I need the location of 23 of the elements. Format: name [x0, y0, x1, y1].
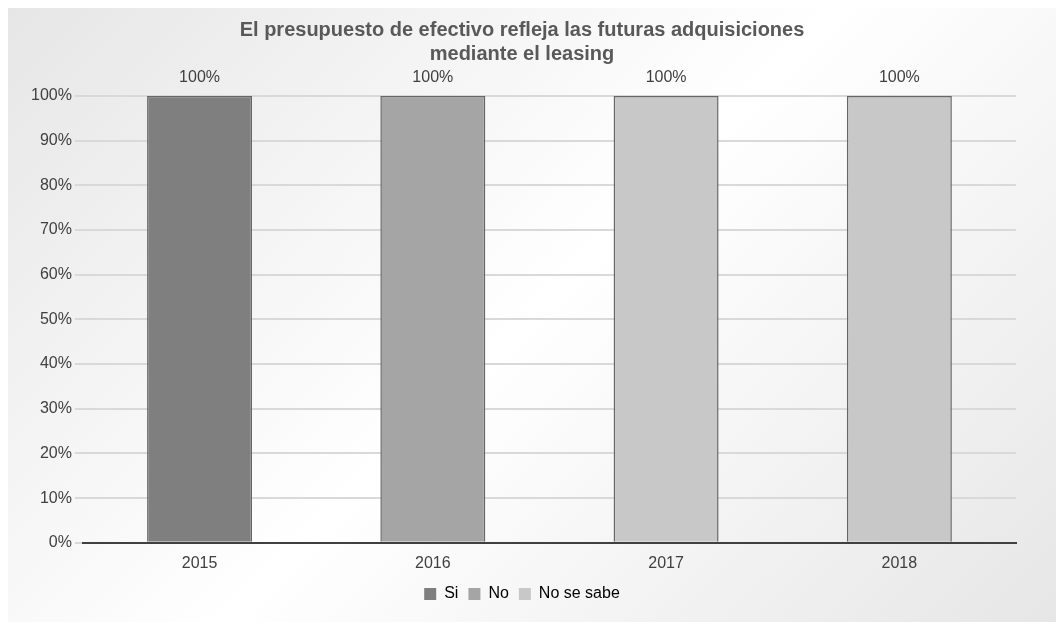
- y-tick-label: 100%: [31, 86, 72, 104]
- legend-label: No: [488, 584, 509, 602]
- y-tick-label: 80%: [39, 175, 72, 193]
- legend-label: No se sabe: [538, 584, 620, 602]
- y-tick-label: 40%: [39, 354, 72, 372]
- legend-label: Si: [444, 584, 459, 602]
- chart-title: El presupuesto de efectivo refleja las futuras adquisiciones mediante el leasing: [239, 17, 805, 64]
- y-tick-label: 30%: [39, 399, 72, 417]
- y-tick-label: 90%: [39, 131, 72, 149]
- data-label: 100%: [645, 68, 687, 86]
- data-label: 100%: [412, 68, 454, 86]
- y-tick-label: 0%: [48, 533, 72, 551]
- data-label: 100%: [878, 68, 920, 86]
- x-tick-label: 2016: [415, 553, 451, 571]
- y-tick-label: 70%: [39, 220, 72, 238]
- y-tick-label: 60%: [39, 265, 72, 283]
- data-label: 100%: [179, 68, 221, 86]
- x-tick-label: 2015: [181, 553, 218, 571]
- x-tick-label: 2017: [648, 553, 684, 571]
- y-tick-label: 10%: [39, 488, 72, 506]
- y-tick-label: 20%: [39, 443, 72, 461]
- x-tick-label: 2018: [881, 553, 918, 571]
- y-tick-label: 50%: [39, 309, 72, 327]
